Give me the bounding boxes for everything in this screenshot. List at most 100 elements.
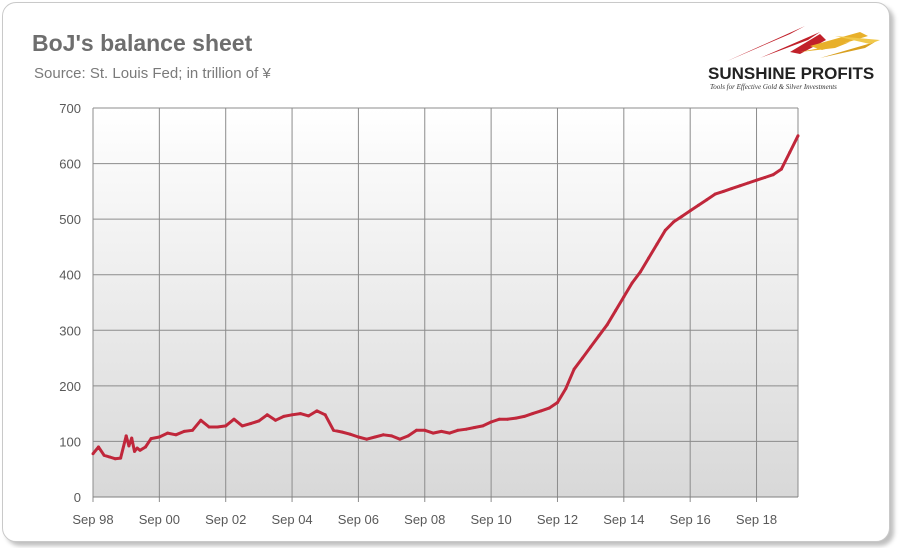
data-point — [157, 435, 161, 439]
x-tick-label: Sep 14 — [603, 512, 644, 527]
y-tick-label: 700 — [59, 101, 81, 116]
data-point — [113, 457, 117, 461]
data-point — [556, 401, 559, 404]
data-point — [149, 437, 153, 441]
chart-title: BoJ's balance sheet — [32, 30, 253, 56]
data-point — [622, 295, 626, 299]
data-point — [788, 151, 792, 154]
logo-name: SUNSHINE PROFITS — [708, 64, 875, 83]
y-axis: 0 100 200 300 400 500 600 700 — [59, 101, 81, 505]
data-point — [779, 167, 783, 171]
data-point — [647, 256, 651, 260]
data-point — [373, 435, 377, 439]
data-point — [307, 414, 311, 418]
data-point — [655, 242, 659, 246]
data-point — [423, 428, 427, 432]
data-point — [431, 431, 435, 435]
series-points — [91, 134, 800, 461]
data-point — [124, 434, 128, 438]
data-point — [108, 455, 112, 459]
data-point — [390, 434, 394, 438]
data-point — [688, 209, 692, 213]
data-point — [415, 428, 418, 432]
data-point — [771, 173, 775, 177]
data-point — [547, 406, 551, 410]
data-point — [589, 345, 593, 349]
y-tick-label: 500 — [59, 212, 81, 227]
data-point — [232, 417, 236, 421]
data-point — [199, 418, 203, 422]
data-point — [215, 425, 219, 429]
data-point — [614, 309, 617, 313]
y-tick-label: 100 — [59, 434, 81, 449]
data-point — [356, 435, 360, 439]
data-point — [663, 228, 667, 232]
data-point — [755, 178, 758, 182]
data-point — [102, 453, 106, 457]
data-point — [721, 189, 725, 193]
data-point — [119, 456, 123, 460]
plot-area — [93, 108, 798, 497]
data-point — [713, 192, 717, 196]
x-tick-label: Sep 10 — [471, 512, 512, 527]
data-point — [166, 431, 170, 435]
x-tick-label: Sep 00 — [139, 512, 180, 527]
x-tick-label: Sep 16 — [670, 512, 711, 527]
sunshine-profits-logo: SUNSHINE PROFITS Tools for Effective Gol… — [700, 18, 890, 98]
data-point — [406, 434, 410, 438]
data-point — [730, 187, 734, 191]
y-tick-label: 400 — [59, 268, 81, 283]
data-point — [630, 281, 634, 285]
gridlines — [92, 107, 799, 502]
data-point — [97, 445, 100, 449]
data-point — [481, 424, 485, 428]
data-point — [340, 430, 344, 434]
data-point — [135, 446, 139, 450]
data-point — [738, 184, 742, 188]
x-tick-label: Sep 98 — [72, 512, 113, 527]
y-tick-label: 200 — [59, 379, 81, 394]
logo-tagline: Tools for Effective Gold & Silver Invest… — [710, 83, 837, 91]
y-tick-label: 0 — [74, 490, 81, 505]
y-tick-label: 300 — [59, 323, 81, 338]
data-point — [224, 424, 228, 428]
chart-subtitle: Source: St. Louis Fed; in trillion of ¥ — [34, 65, 271, 82]
data-point — [464, 427, 468, 431]
data-point — [439, 429, 443, 433]
data-point — [456, 428, 460, 432]
data-point — [381, 433, 385, 437]
data-point — [539, 409, 543, 413]
data-point — [130, 436, 134, 440]
data-point — [638, 270, 642, 274]
data-point — [796, 134, 800, 138]
data-point — [564, 387, 568, 391]
data-point — [133, 449, 136, 453]
data-point — [207, 425, 211, 429]
data-point — [257, 419, 261, 423]
x-tick-label: Sep 06 — [338, 512, 379, 527]
data-point — [174, 433, 178, 437]
data-point — [144, 445, 147, 449]
data-point — [680, 214, 684, 218]
data-point — [365, 437, 369, 441]
data-point — [473, 426, 476, 429]
data-point — [91, 452, 95, 456]
x-tick-label: Sep 02 — [205, 512, 246, 527]
data-point — [497, 417, 501, 421]
data-point — [298, 412, 302, 416]
data-point — [182, 429, 186, 433]
data-point — [697, 203, 700, 207]
data-point — [332, 428, 335, 432]
data-point — [506, 417, 510, 421]
data-point — [249, 422, 253, 426]
data-point — [191, 428, 194, 432]
data-point — [597, 334, 601, 338]
data-point — [398, 437, 402, 441]
data-point — [580, 356, 584, 360]
data-point — [763, 176, 767, 179]
data-point — [323, 413, 327, 417]
data-point — [448, 431, 452, 435]
x-axis: Sep 98 Sep 00 Sep 02 Sep 04 Sep 06 Sep 08 Sep … — [72, 512, 777, 527]
data-point — [672, 220, 676, 224]
